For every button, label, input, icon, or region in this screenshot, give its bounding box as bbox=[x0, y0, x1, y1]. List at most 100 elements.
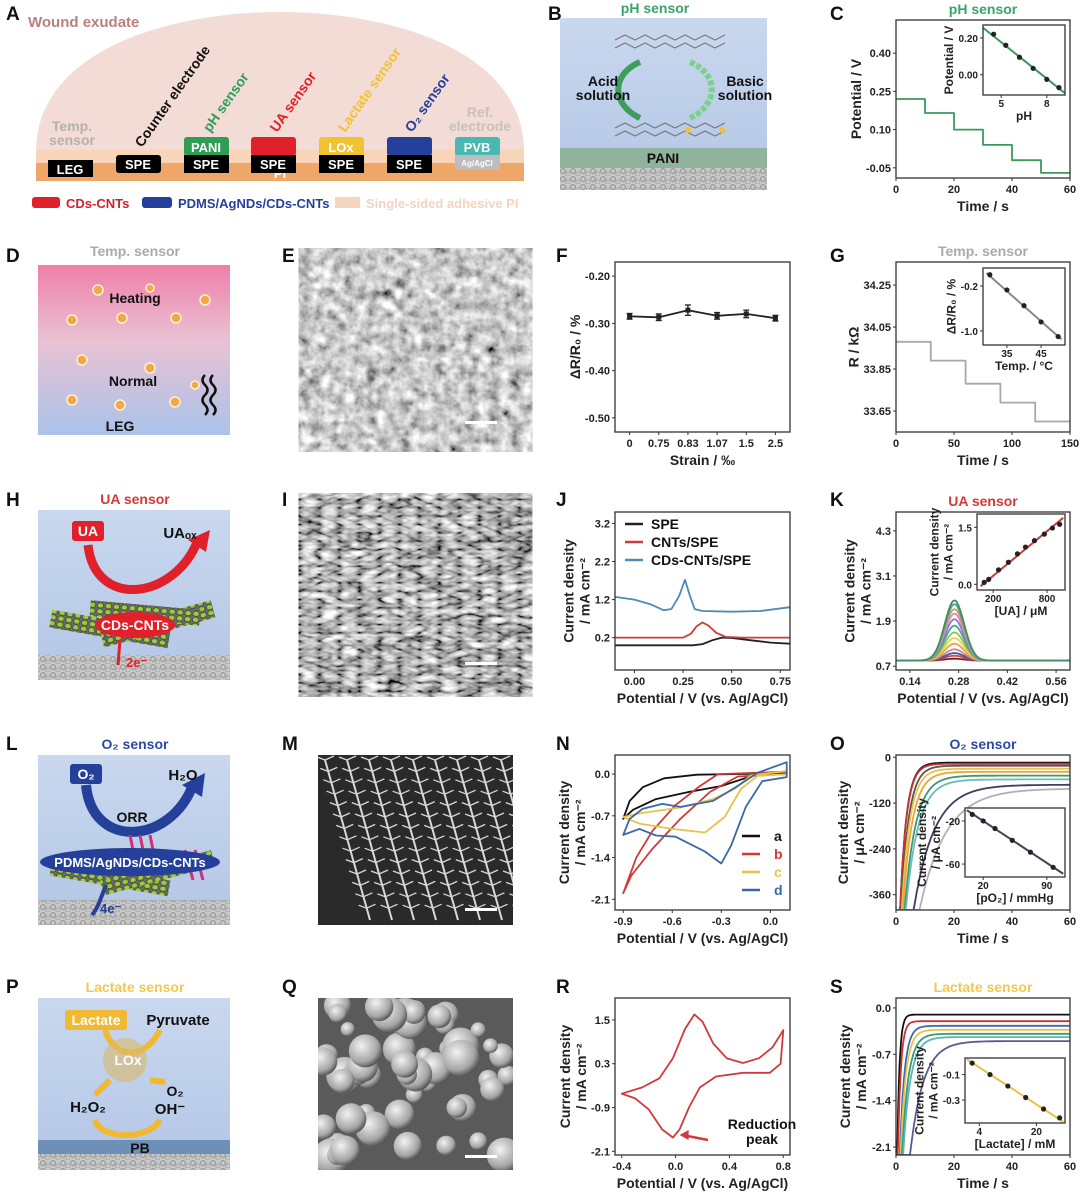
series-line-s7 bbox=[896, 778, 1070, 910]
chart-title: Lactate sensor bbox=[934, 979, 1033, 995]
series-line-c6 bbox=[896, 637, 1070, 662]
plot-area bbox=[983, 26, 1065, 94]
panel-label: I bbox=[282, 490, 287, 511]
y-axis-label: Current density bbox=[915, 798, 929, 887]
panel-label: B bbox=[548, 4, 562, 25]
data-point bbox=[1044, 76, 1050, 82]
x-tick-label: 0.0 bbox=[763, 916, 778, 928]
y-axis-label: Potential / V bbox=[848, 58, 864, 139]
y-axis-label: / mA cm⁻² bbox=[926, 1062, 940, 1119]
panel-l-o2-schematic: O₂ sensor O₂ H₂O ORR PDMS/AgNDs/CDs-CNTs… bbox=[38, 736, 230, 925]
data-point bbox=[1021, 303, 1027, 309]
x-tick-label: 90 bbox=[1041, 881, 1053, 892]
x-tick-label: 40 bbox=[1006, 184, 1018, 196]
series-line-s9 bbox=[896, 788, 1070, 910]
legend: SPE CNTs/SPE CDs-CNTs/SPE bbox=[625, 516, 751, 568]
electron-arrow-icon bbox=[90, 884, 108, 917]
x-tick-label: 40 bbox=[1006, 1161, 1018, 1173]
plot-area bbox=[896, 599, 1070, 662]
x-axis-label: Time / s bbox=[957, 452, 1009, 468]
x-tick-label: 0.28 bbox=[948, 676, 969, 688]
basic-arrow-icon bbox=[688, 59, 715, 121]
squiggle-icon bbox=[201, 374, 217, 416]
orr-label: ORR bbox=[116, 809, 147, 825]
x-tick-label: 50 bbox=[948, 438, 960, 450]
data-point bbox=[991, 31, 997, 37]
panel-title: UA sensor bbox=[100, 491, 170, 507]
data-point bbox=[685, 307, 691, 313]
axes-frame bbox=[964, 807, 1066, 878]
legend-label: d bbox=[774, 882, 783, 898]
y-tick-label: -0.40 bbox=[585, 366, 610, 378]
series-line-CNTs/SPE bbox=[615, 621, 790, 639]
enzyme-icon bbox=[103, 1038, 147, 1082]
wound-exudate-dome bbox=[36, 12, 524, 152]
data-point bbox=[1050, 864, 1056, 870]
x-tick-label: 60 bbox=[1064, 916, 1076, 928]
pani-layer bbox=[184, 137, 229, 156]
reaction-arrow-icon bbox=[83, 538, 203, 595]
y-tick-label: -0.1 bbox=[943, 1071, 961, 1082]
series-line-CDs-CNTs/SPE bbox=[615, 578, 790, 613]
electrode-substrate bbox=[38, 655, 230, 680]
y-tick-label: -20 bbox=[946, 817, 961, 828]
series-line-CV bbox=[620, 1013, 785, 1139]
x-axis-label: Potential / V (vs. Ag/AgCl) bbox=[897, 690, 1068, 706]
electron-arrow-icon bbox=[116, 639, 122, 666]
electrode-substrate bbox=[38, 1154, 230, 1170]
y-axis-label: Current density bbox=[842, 539, 858, 643]
cds-cnts-layer bbox=[251, 137, 296, 156]
y-tick-label: 0.00 bbox=[959, 71, 979, 82]
axes-frame bbox=[614, 261, 791, 433]
legend-label: c bbox=[774, 864, 782, 880]
x-tick-label: 20 bbox=[948, 916, 960, 928]
acid-label: Acid bbox=[588, 73, 618, 89]
pani-label: PANI bbox=[191, 140, 221, 155]
chart-title: pH sensor bbox=[949, 1, 1018, 17]
plot-area bbox=[966, 809, 1064, 875]
fit-line bbox=[966, 1058, 1064, 1123]
data-point bbox=[969, 1060, 975, 1066]
y-tick-label: 0.3 bbox=[595, 1059, 610, 1071]
x-tick-label: 200 bbox=[985, 594, 1002, 605]
x-tick-label: -0.6 bbox=[663, 916, 682, 928]
x-tick-label: 0.56 bbox=[1045, 676, 1066, 688]
x-axis-label: Potential / V (vs. Ag/AgCl) bbox=[617, 930, 788, 946]
data-point bbox=[1041, 531, 1047, 537]
y-axis-label: / mA cm⁻² bbox=[572, 799, 588, 865]
pb-label: PB bbox=[130, 1140, 149, 1156]
series-line-c8 bbox=[896, 624, 1070, 662]
data-point bbox=[1057, 1115, 1063, 1121]
electron-label: 4e⁻ bbox=[100, 901, 121, 916]
spe-label: SPE bbox=[260, 157, 286, 172]
data-point bbox=[1003, 42, 1009, 48]
y-axis-label: Current density bbox=[561, 539, 577, 643]
plot-area bbox=[622, 761, 788, 895]
y-tick-label: 34.25 bbox=[863, 280, 891, 292]
counter-spe bbox=[116, 155, 161, 173]
data-point bbox=[1022, 544, 1029, 550]
data-point bbox=[987, 1071, 993, 1078]
pyruvate-label: Pyruvate bbox=[146, 1012, 209, 1029]
h2o2-label: H₂O₂ bbox=[70, 1099, 106, 1116]
axes-frame bbox=[964, 1057, 1066, 1124]
temperature-background bbox=[38, 265, 230, 435]
normal-label: Normal bbox=[109, 373, 157, 389]
oh-label: OH⁻ bbox=[155, 1101, 186, 1118]
ua-spe bbox=[251, 155, 296, 173]
panel-e-sem-image bbox=[318, 265, 513, 435]
axes-frame bbox=[982, 24, 1066, 96]
acid-arrow-icon bbox=[615, 59, 642, 121]
panel-label: R bbox=[556, 977, 570, 998]
data-point bbox=[969, 811, 975, 818]
axes-frame bbox=[614, 754, 791, 911]
y-tick-label: 1.5 bbox=[595, 1015, 610, 1027]
y-tick-label: 2.2 bbox=[595, 556, 610, 568]
dendrite-texture bbox=[318, 755, 513, 921]
panel-i-sem-image bbox=[318, 510, 513, 680]
y-tick-label: 4.3 bbox=[876, 526, 891, 538]
x-tick-label: 0.00 bbox=[624, 676, 645, 688]
panel-m-sem-image bbox=[318, 755, 513, 925]
leg-label: LEG bbox=[106, 418, 135, 434]
